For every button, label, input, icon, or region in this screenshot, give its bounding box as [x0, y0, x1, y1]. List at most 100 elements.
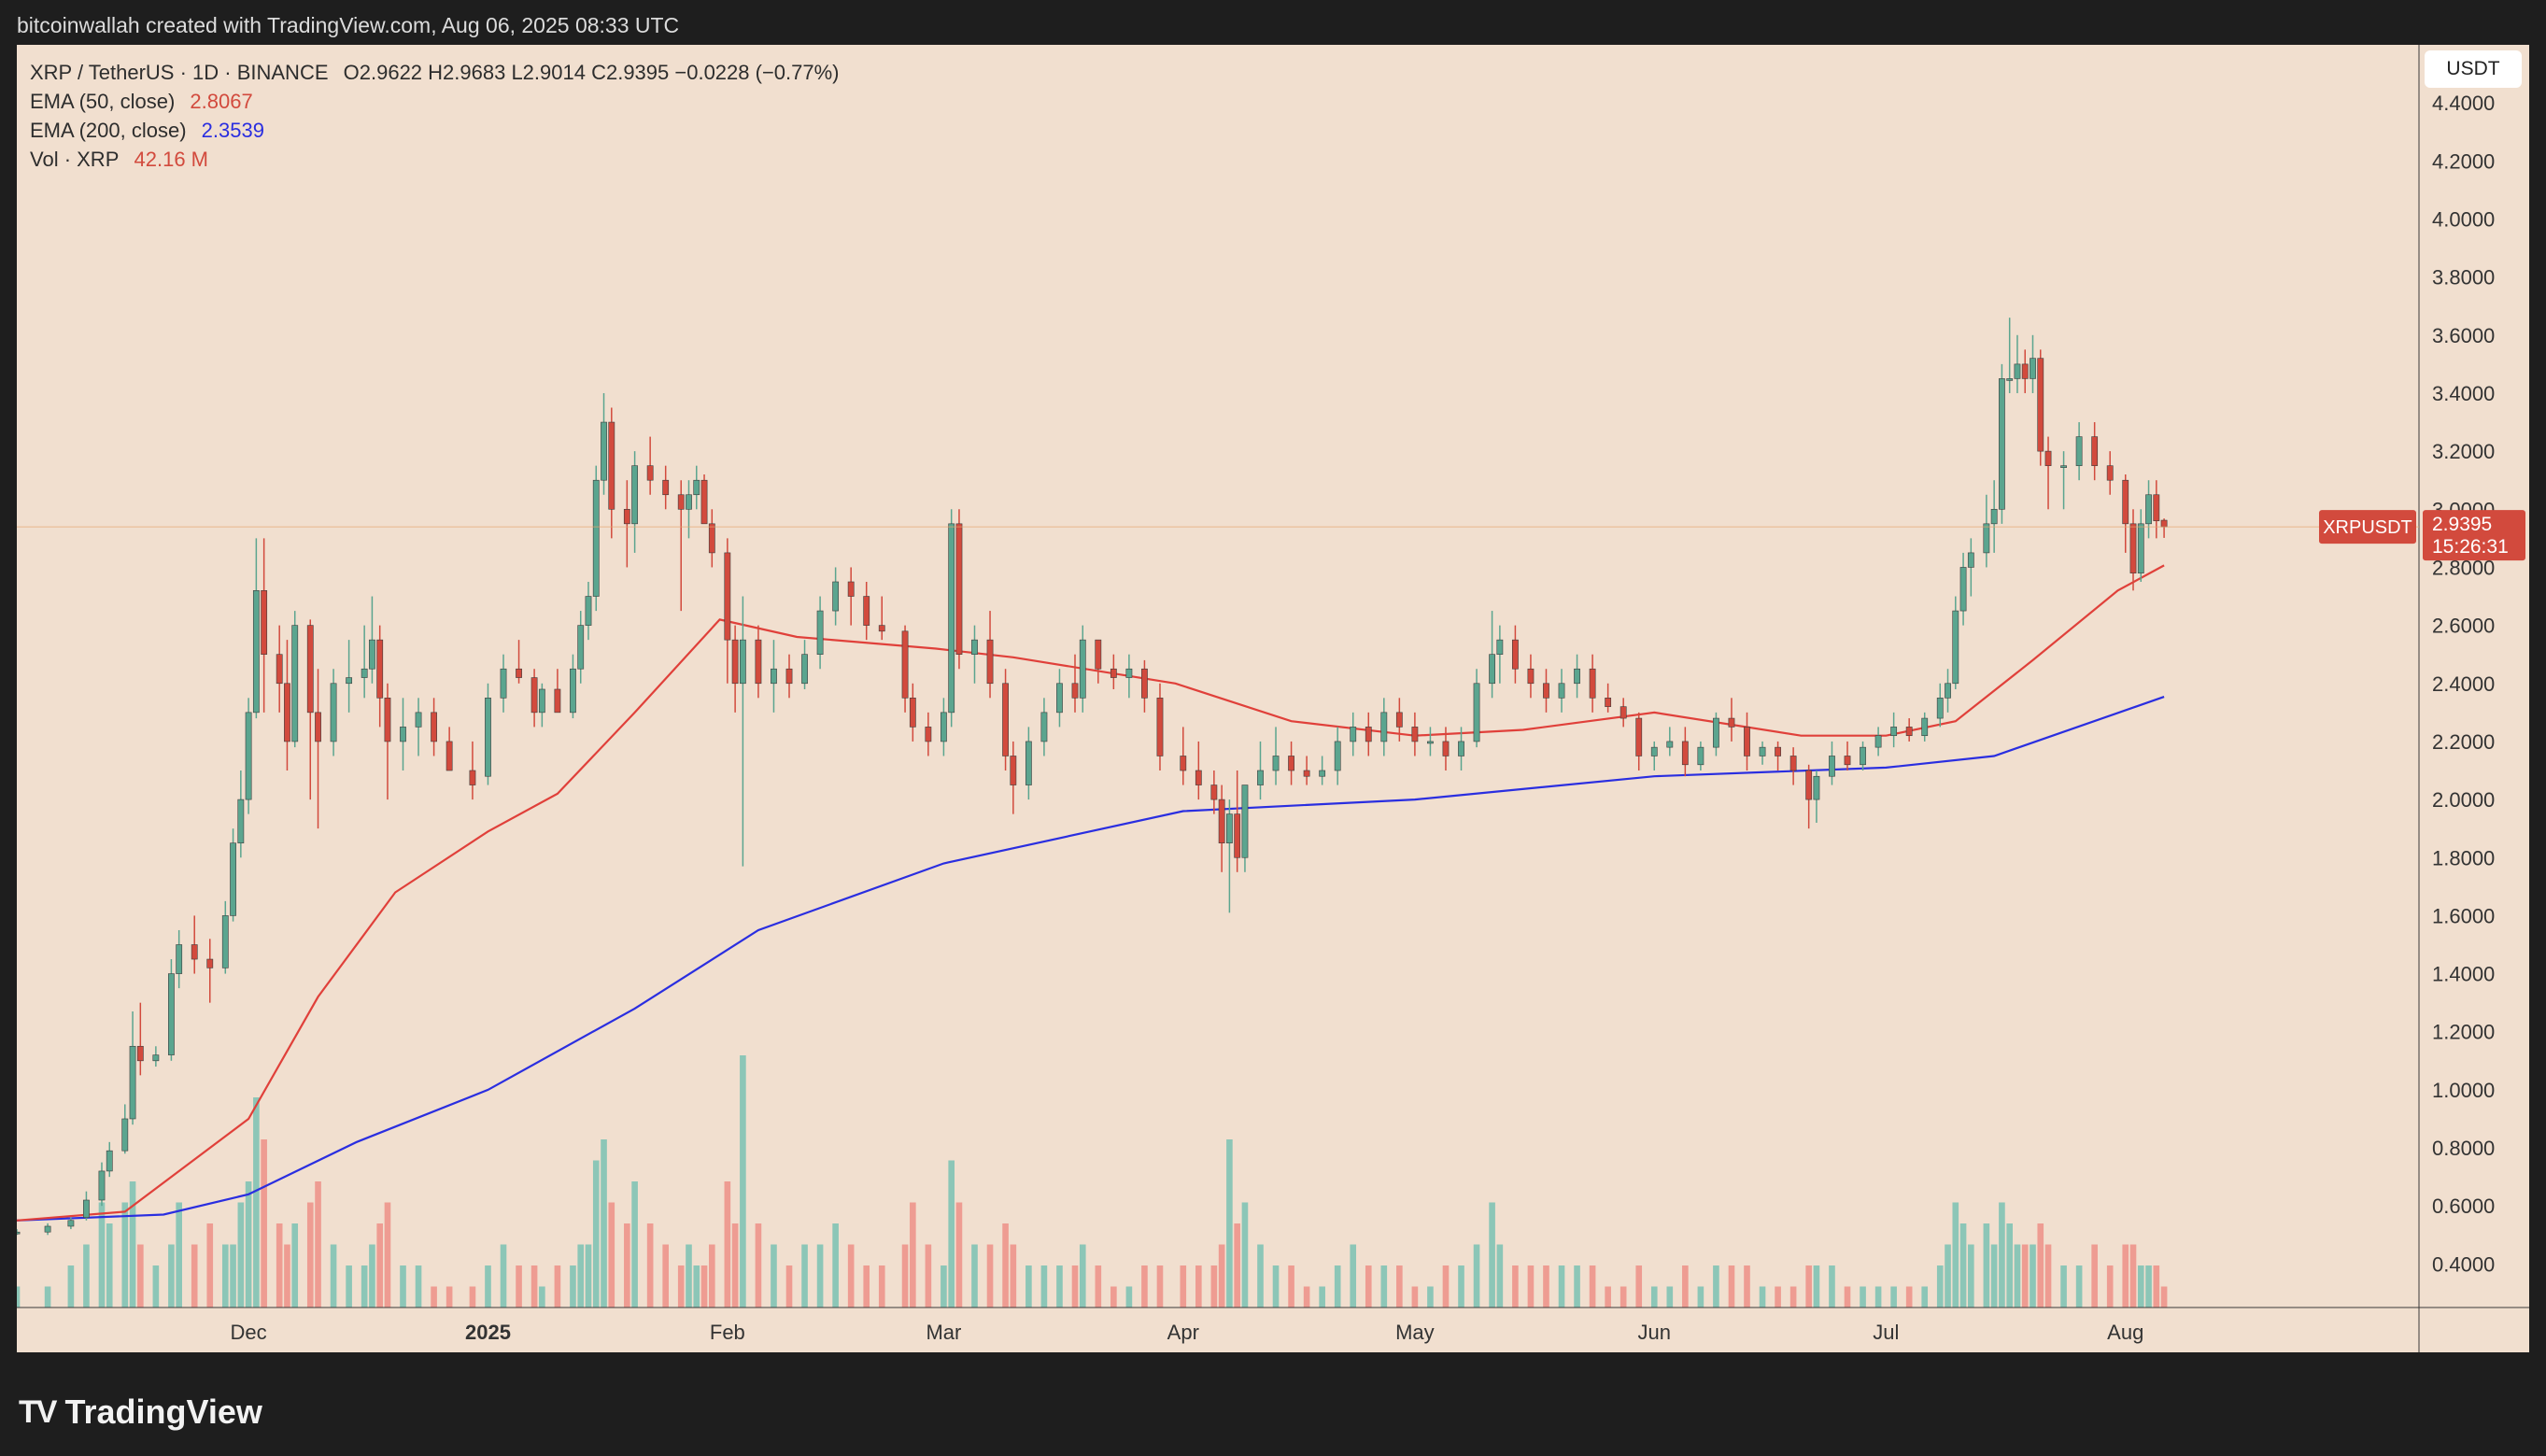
- volume-bar: [2129, 1244, 2137, 1308]
- symbol-tag-label: XRPUSDT: [2323, 517, 2412, 538]
- volume-bar: [237, 1202, 245, 1308]
- candle-body: [1427, 741, 1434, 744]
- volume-bar: [863, 1265, 870, 1308]
- candle-body: [2137, 523, 2144, 573]
- legend-symbol-row[interactable]: XRP / TetherUS · 1D · BINANCE O2.9622 H2…: [30, 58, 840, 87]
- volume-bar: [191, 1244, 198, 1308]
- ema50-line: [17, 564, 2165, 1222]
- candle-body: [17, 1231, 21, 1235]
- volume-bar: [646, 1223, 654, 1308]
- tradingview-logo-icon: TV: [19, 1393, 57, 1430]
- candle-body: [1759, 746, 1766, 756]
- candle-body: [1010, 756, 1017, 785]
- volume-bar: [98, 1202, 106, 1308]
- volume-bar: [1125, 1286, 1133, 1308]
- chart-caption: bitcoinwallah created with TradingView.c…: [17, 13, 680, 37]
- candle-body: [878, 625, 885, 632]
- volume-bar: [1234, 1223, 1240, 1308]
- volume-bar: [1350, 1244, 1357, 1308]
- volume-bar: [925, 1244, 932, 1308]
- volume-bar: [1805, 1265, 1812, 1308]
- volume-bar: [446, 1286, 453, 1308]
- volume-bar: [2060, 1265, 2067, 1308]
- volume-bar: [516, 1265, 522, 1308]
- volume-bar: [1473, 1244, 1480, 1308]
- volume-bar: [1071, 1265, 1079, 1308]
- candle-body: [1967, 552, 1974, 568]
- volume-bar: [577, 1244, 585, 1308]
- x-tick-label: Dec: [231, 1321, 267, 1344]
- candle-body: [2075, 436, 2083, 466]
- legend-ema200-row[interactable]: EMA (200, close) 2.3539: [30, 116, 840, 145]
- ema200-value: 2.3539: [201, 119, 264, 142]
- candle-body: [2160, 519, 2168, 528]
- candle-body: [1574, 668, 1580, 685]
- candle-body: [1666, 741, 1674, 748]
- candle-body: [516, 668, 522, 678]
- volume-bar: [384, 1202, 391, 1308]
- x-tick-label: Feb: [710, 1321, 745, 1344]
- volume-bar: [941, 1265, 947, 1308]
- volume-bar: [2160, 1286, 2168, 1308]
- x-tick-label: Jul: [1873, 1321, 1899, 1344]
- candle-body: [1874, 735, 1882, 748]
- candle-body: [431, 712, 437, 742]
- volume-bar: [601, 1139, 607, 1308]
- candle-body: [1257, 770, 1264, 785]
- volume-bar: [245, 1181, 252, 1308]
- symbol-tag: [2319, 510, 2416, 544]
- candlestick-chart[interactable]: 4.4000 4.2000 4.0000 3.8000 3.6000 3.4000 3.20…: [17, 45, 2529, 1352]
- y-tick-label: 1.2000: [2432, 1021, 2495, 1044]
- volume-bar: [500, 1244, 507, 1308]
- volume-bar: [2075, 1265, 2083, 1308]
- volume-bar: [469, 1286, 476, 1308]
- legend-volume-row[interactable]: Vol · XRP 42.16 M: [30, 145, 840, 174]
- candle-body: [106, 1150, 113, 1172]
- y-tick-label: 2.6000: [2432, 615, 2495, 638]
- candle-body: [1697, 746, 1704, 766]
- volume-bar: [2014, 1244, 2021, 1308]
- candle-body: [330, 683, 337, 742]
- candle-body: [276, 654, 283, 685]
- candle-body: [221, 915, 229, 968]
- candle-body: [1635, 717, 1643, 756]
- candle-body: [662, 479, 670, 496]
- price-tag-value: 2.9395: [2432, 514, 2492, 535]
- candle-body: [252, 590, 260, 714]
- x-tick-label: May: [1395, 1321, 1435, 1344]
- candle-body: [1511, 639, 1519, 670]
- candle-body: [909, 698, 916, 728]
- candle-body: [1844, 756, 1851, 766]
- volume-bar: [530, 1265, 538, 1308]
- chart-panel[interactable]: 4.4000 4.2000 4.0000 3.8000 3.6000 3.4000 3.20…: [17, 45, 2529, 1352]
- volume-bar: [731, 1223, 739, 1308]
- currency-button[interactable]: USDT: [2425, 50, 2522, 88]
- candle-body: [948, 523, 955, 714]
- volume-bar: [1141, 1265, 1148, 1308]
- candle-body: [700, 479, 708, 525]
- candle-body: [1999, 378, 2005, 510]
- y-tick-label: 2.2000: [2432, 730, 2495, 754]
- volume-bar: [816, 1244, 824, 1308]
- volume-bar: [1210, 1265, 1218, 1308]
- volume-bar: [1574, 1265, 1580, 1308]
- volume-bar: [1813, 1265, 1820, 1308]
- candle-body: [592, 479, 600, 597]
- candle-body: [677, 494, 685, 510]
- candle-body: [1288, 756, 1294, 771]
- legend-ema50-row[interactable]: EMA (50, close) 2.8067: [30, 87, 840, 116]
- candle-body: [1025, 741, 1032, 785]
- volume-bar: [2044, 1244, 2052, 1308]
- candle-body: [724, 552, 731, 641]
- y-tick-label: 1.4000: [2432, 963, 2495, 986]
- tradingview-logo[interactable]: TV TradingView: [19, 1392, 262, 1433]
- volume-bar: [1218, 1244, 1225, 1308]
- volume-bar: [17, 1286, 21, 1308]
- volume-bar: [1272, 1265, 1280, 1308]
- volume-bar: [253, 1097, 260, 1308]
- volume-bar: [1666, 1286, 1674, 1308]
- y-tick-label: 3.6000: [2432, 324, 2495, 347]
- candle-body: [925, 727, 932, 742]
- candle-body: [2030, 358, 2036, 379]
- candle-body: [941, 712, 947, 742]
